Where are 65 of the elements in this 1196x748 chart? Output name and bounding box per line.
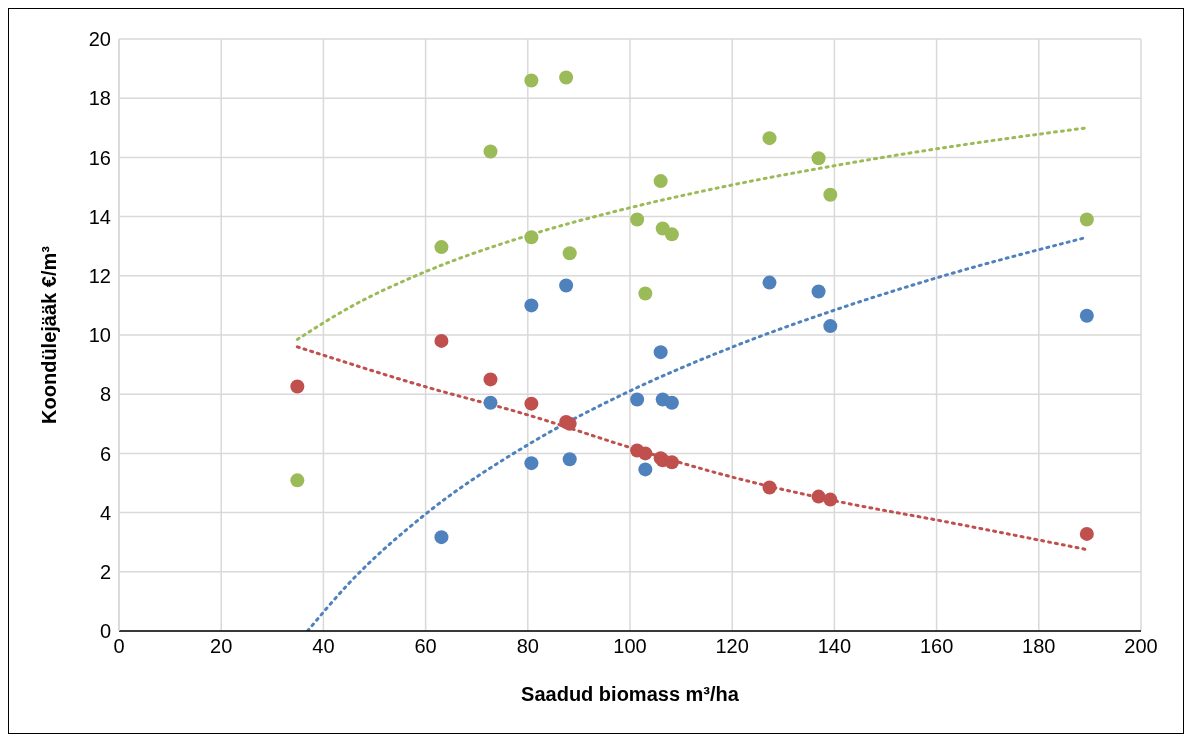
y-tick-label: 10 <box>88 324 111 347</box>
point <box>762 131 777 146</box>
point <box>1079 526 1094 541</box>
point <box>562 452 577 467</box>
point <box>638 286 653 301</box>
x-tick-label: 160 <box>919 635 954 658</box>
point <box>524 298 539 313</box>
y-tick-label: 2 <box>99 560 111 583</box>
y-tick-label: 12 <box>88 264 111 287</box>
point <box>434 530 449 545</box>
x-tick-label: 20 <box>210 635 233 658</box>
point <box>653 345 668 360</box>
line-series <box>295 345 1089 552</box>
y-tick-label: 6 <box>99 442 111 465</box>
point <box>823 492 838 507</box>
line-series <box>295 126 1089 341</box>
point <box>290 473 305 488</box>
x-axis-title: Saadud biomass m³/ha <box>521 683 740 705</box>
point <box>664 395 679 410</box>
y-tick-label: 16 <box>88 146 111 169</box>
x-tick-label: 120 <box>715 635 749 658</box>
point <box>483 144 498 159</box>
point <box>811 151 826 166</box>
point <box>653 174 668 189</box>
point <box>290 379 305 394</box>
point <box>1079 308 1094 323</box>
y-tick-label: 8 <box>99 383 111 406</box>
y-axis-title: Koondülejääk €/m³ <box>38 245 61 424</box>
point <box>762 275 777 290</box>
point <box>638 446 653 461</box>
x-tick-label: 0 <box>113 635 125 658</box>
point <box>562 246 577 261</box>
x-tick-label: 80 <box>516 635 539 658</box>
x-tick-label: 140 <box>817 635 852 658</box>
point <box>664 455 679 470</box>
x-tick-label: 60 <box>414 635 437 658</box>
point <box>524 396 539 411</box>
point <box>524 73 539 88</box>
point <box>1079 212 1094 227</box>
point <box>762 480 777 495</box>
x-tick-label: 40 <box>312 635 335 658</box>
point <box>811 489 826 504</box>
point <box>559 278 574 293</box>
point <box>483 395 498 410</box>
point <box>434 333 449 348</box>
point <box>524 230 539 245</box>
point <box>483 372 498 387</box>
point <box>823 319 838 334</box>
y-tick-label: 0 <box>99 620 111 643</box>
x-tick-label: 200 <box>1124 635 1158 658</box>
point <box>664 227 679 242</box>
point <box>823 187 838 202</box>
y-tick-label: 4 <box>99 501 111 524</box>
point <box>524 456 539 471</box>
x-tick-label: 100 <box>613 635 647 658</box>
point <box>559 70 574 85</box>
y-tick-label: 20 <box>88 28 111 51</box>
point <box>434 240 449 255</box>
point <box>638 462 653 477</box>
point <box>630 212 645 227</box>
y-tick-label: 18 <box>88 87 111 110</box>
point <box>630 392 645 407</box>
x-tick-label: 180 <box>1022 635 1056 658</box>
y-tick-label: 14 <box>88 205 111 228</box>
point <box>811 284 826 299</box>
